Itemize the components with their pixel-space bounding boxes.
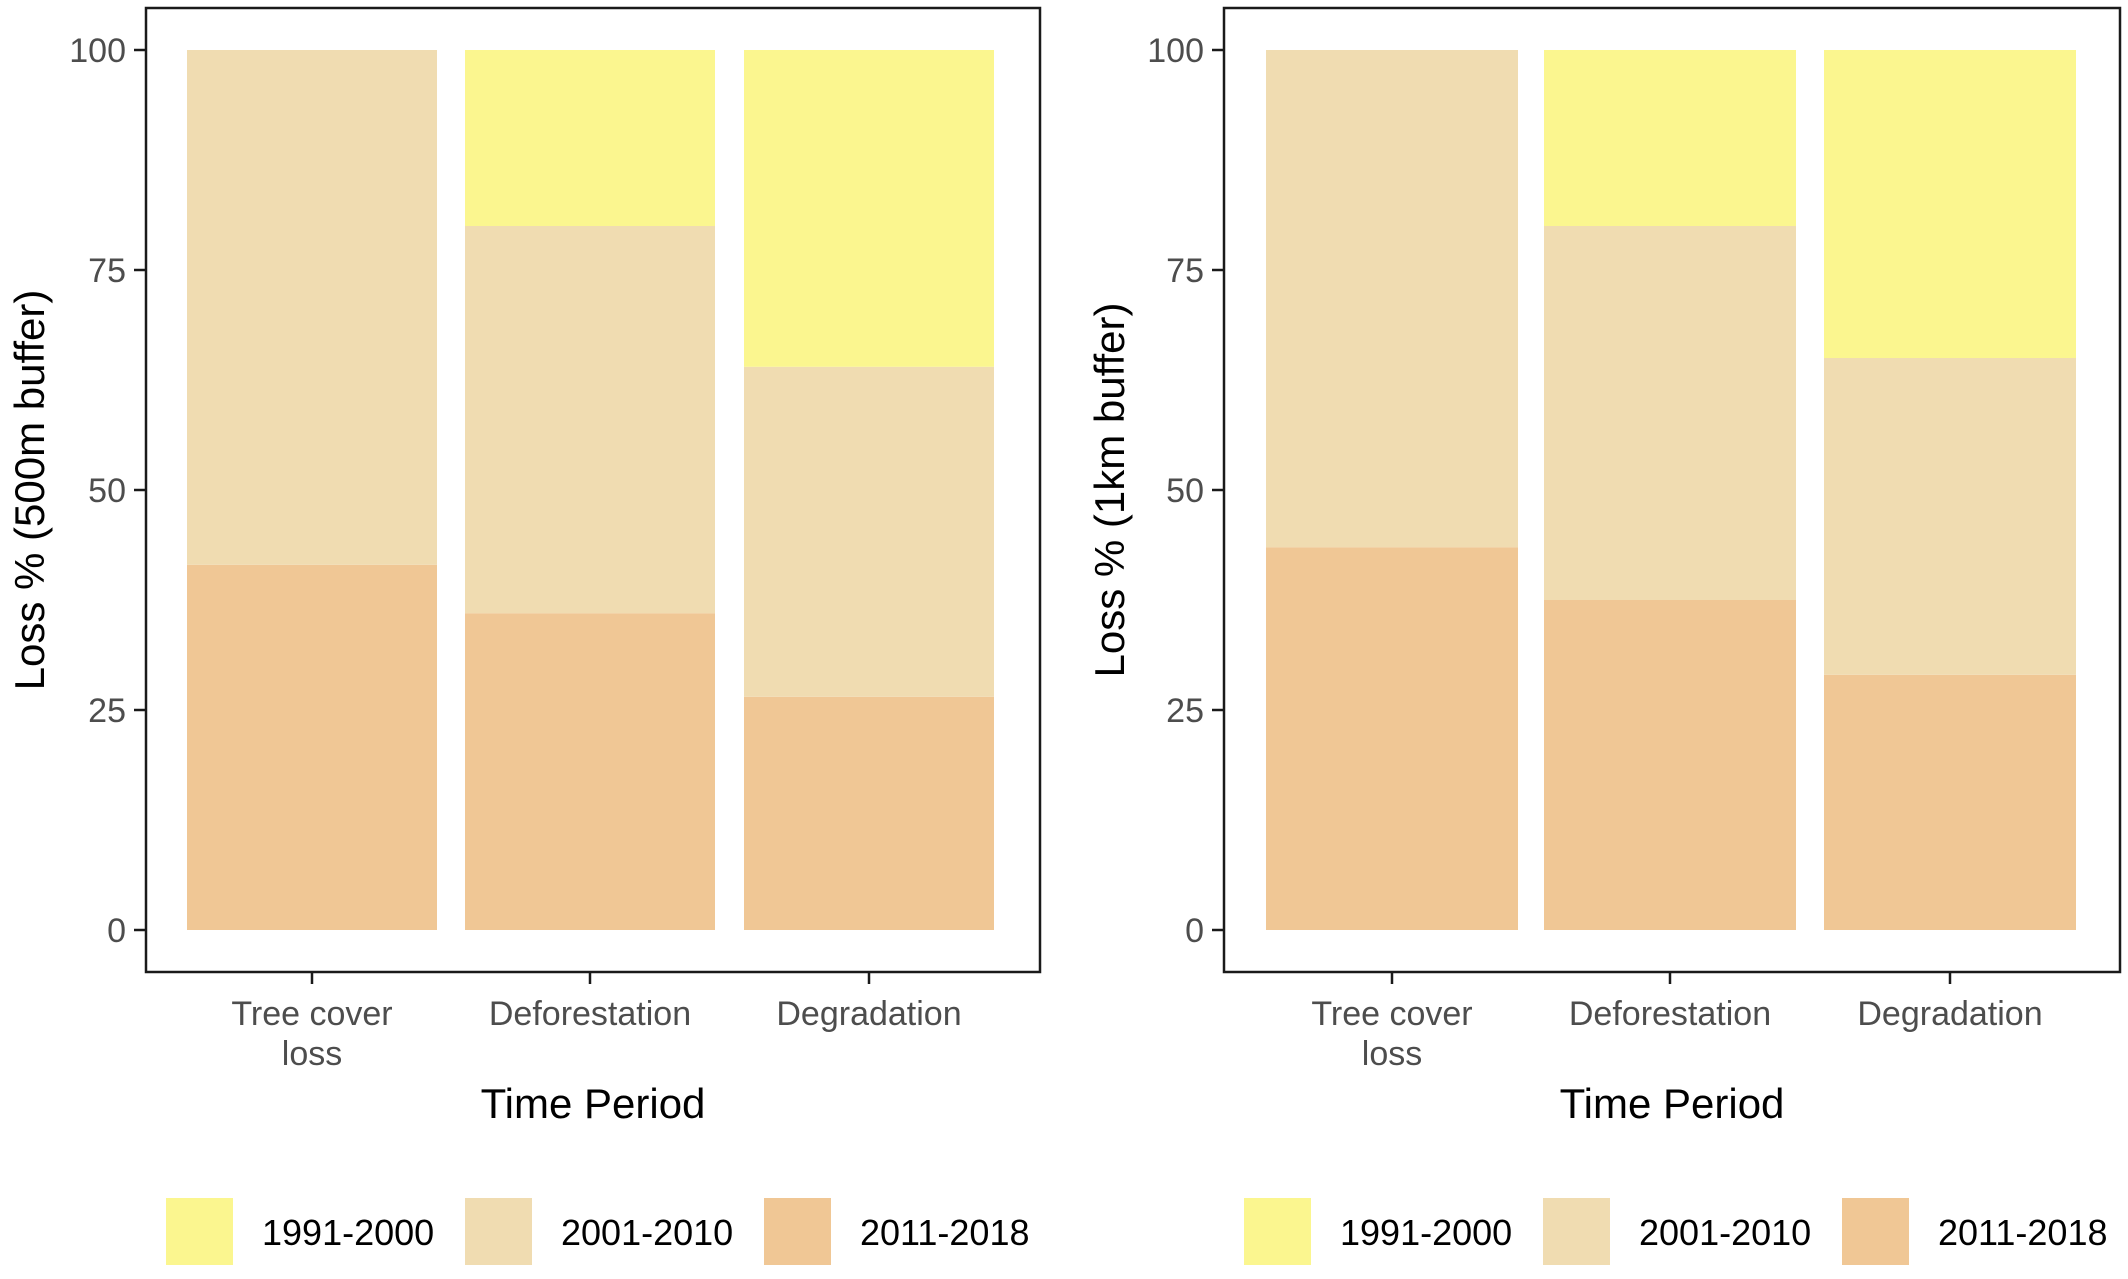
x-tick-label: Tree cover	[231, 995, 392, 1033]
y-tick-label: 75	[88, 252, 126, 290]
bar-2001-2010-1	[1266, 50, 1518, 548]
legend-label: 2011-2018	[860, 1212, 1030, 1253]
legend-label: 2001-2010	[1639, 1212, 1811, 1253]
bar-2011-2018-2	[465, 613, 715, 930]
legend-swatch-2011-2018	[1842, 1198, 1909, 1265]
y-tick-label: 50	[88, 472, 126, 510]
bar-2001-2010-3	[1824, 358, 2076, 675]
x-axis-title: Time Period	[481, 1080, 706, 1127]
x-tick-label: loss	[1362, 1035, 1422, 1073]
x-tick-label: Deforestation	[1569, 995, 1771, 1033]
bar-1991-2000-3	[744, 50, 994, 367]
bar-2011-2018-2	[1544, 600, 1796, 930]
bar-2011-2018-3	[744, 696, 994, 930]
bar-1991-2000-2	[465, 50, 715, 226]
y-tick-label: 0	[107, 912, 126, 950]
y-axis-title: Loss % (500m buffer)	[6, 290, 53, 691]
bar-1991-2000-2	[1544, 50, 1796, 226]
bar-2001-2010-3	[744, 366, 994, 697]
x-tick-label: Tree cover	[1311, 995, 1472, 1033]
y-tick-label: 25	[1166, 692, 1204, 730]
bar-2011-2018-3	[1824, 674, 2076, 930]
legend-label: 2011-2018	[1938, 1212, 2108, 1253]
legend-swatch-2001-2010	[465, 1198, 532, 1265]
legend-label: 2001-2010	[561, 1212, 733, 1253]
legend: 1991-2000 2001-2010 2011-2018	[166, 1198, 1030, 1265]
bar-1991-2000-3	[1824, 50, 2076, 358]
x-tick-label: Deforestation	[489, 995, 691, 1033]
legend-label: 1991-2000	[1340, 1212, 1512, 1253]
legend: 1991-2000 2001-2010 2011-2018	[1244, 1198, 2108, 1265]
y-axis-title: Loss % (1km buffer)	[1086, 302, 1133, 677]
legend-swatch-1991-2000	[1244, 1198, 1311, 1265]
y-tick-label: 75	[1166, 252, 1204, 290]
legend-swatch-2001-2010	[1543, 1198, 1610, 1265]
legend-swatch-1991-2000	[166, 1198, 233, 1265]
legend-swatch-2011-2018	[764, 1198, 831, 1265]
x-axis-title: Time Period	[1560, 1080, 1785, 1127]
bar-2001-2010-1	[187, 50, 437, 565]
x-tick-label: Degradation	[1857, 995, 2042, 1033]
y-tick-label: 0	[1185, 912, 1204, 950]
y-tick-label: 50	[1166, 472, 1204, 510]
y-tick-label: 25	[88, 692, 126, 730]
bar-2011-2018-1	[187, 564, 437, 930]
bar-2011-2018-1	[1266, 547, 1518, 930]
y-tick-label: 100	[1147, 32, 1204, 70]
bar-2001-2010-2	[465, 226, 715, 614]
bar-2001-2010-2	[1544, 226, 1796, 600]
x-tick-label: Degradation	[776, 995, 961, 1033]
x-tick-label: loss	[282, 1035, 342, 1073]
y-tick-label: 100	[69, 32, 126, 70]
legend-label: 1991-2000	[262, 1212, 434, 1253]
